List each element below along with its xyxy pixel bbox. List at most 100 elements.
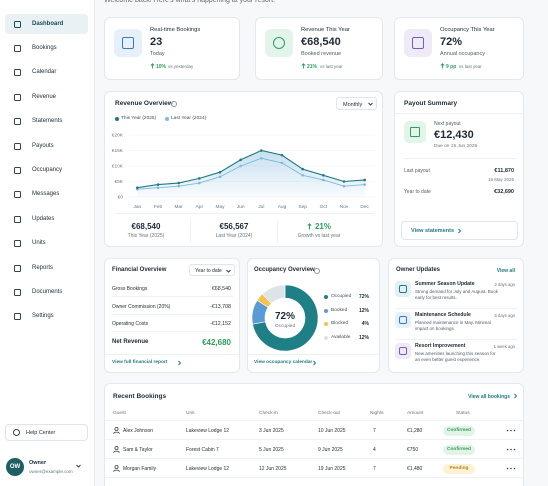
nav-item[interactable]: Calendar: [5, 63, 88, 83]
icon-head: [114, 445, 119, 451]
nav-item[interactable]: Payouts: [5, 136, 88, 156]
card-title: Owner Updates: [396, 267, 441, 273]
nav-item[interactable]: Settings: [5, 307, 88, 327]
chevron-shape: [226, 269, 231, 273]
nav-item[interactable]: Revenue: [5, 87, 88, 107]
nav-item[interactable]: Units: [5, 234, 88, 254]
report-link[interactable]: View full financial report: [112, 360, 168, 365]
update-title: Resort Improvement: [415, 343, 466, 349]
row-menu: [506, 429, 516, 431]
nav-item[interactable]: Documents: [5, 282, 88, 302]
icon-body: [113, 431, 120, 434]
divider: [105, 354, 239, 355]
nav-label: Updates: [32, 215, 55, 222]
table-cell: 9 Jun 2025: [318, 447, 343, 453]
nav-label: Dashboard: [32, 20, 64, 27]
card-title: Financial Overview: [112, 267, 167, 273]
table-cell: 5 Jun 2025: [259, 447, 284, 453]
payout-next-label: Next payout: [434, 121, 461, 127]
icon-body: [113, 469, 120, 472]
nav-item[interactable]: Updates: [5, 209, 88, 229]
legend-dot: [115, 117, 119, 121]
update-icon: [395, 281, 411, 297]
menu-dot: [506, 448, 509, 450]
y-tick-label: €5K: [114, 179, 123, 185]
divider: [396, 339, 517, 340]
kpi-title: Revenue This Year: [301, 27, 350, 33]
kpi-caption: Booked revenue: [301, 51, 342, 57]
calendar-link[interactable]: View occupancy calendar: [254, 360, 313, 365]
nav-icon: [14, 240, 21, 248]
divider: [115, 213, 374, 214]
legend-dot: [324, 308, 328, 313]
view-all-link[interactable]: View all: [496, 267, 515, 274]
payout-icon: [404, 121, 426, 143]
payout-icon-glyph: [410, 127, 420, 137]
update-time: 2 days ago: [494, 281, 516, 287]
chevron-icon: [76, 464, 81, 468]
nav-icon: [14, 44, 21, 52]
menu-dot: [506, 429, 509, 431]
help-button[interactable]: Help Center: [5, 424, 88, 441]
row-menu: [506, 448, 516, 450]
y-tick-label: €20K: [112, 133, 124, 139]
point: [239, 158, 242, 162]
point: [177, 181, 180, 185]
nav-label: Documents: [32, 288, 63, 295]
nav-label: Settings: [32, 313, 54, 320]
kpi-icon: [114, 29, 142, 57]
chevron-icon: [368, 102, 373, 106]
nav-item[interactable]: Messages: [5, 185, 88, 205]
table-cell: €750: [407, 447, 419, 453]
nav-icon: [14, 142, 21, 150]
financial-amount: -€12,152: [210, 321, 231, 327]
table-header: Nights: [370, 411, 384, 416]
point: [136, 186, 139, 189]
view-statements-button[interactable]: View statements: [401, 221, 518, 240]
nav-item[interactable]: Occupancy: [5, 160, 88, 180]
card-title: Payout Summary: [404, 100, 458, 107]
payout-next-amount: €12,430: [434, 129, 474, 141]
nav-icon: [14, 191, 21, 199]
update-icon: [395, 343, 411, 359]
nav-item[interactable]: Bookings: [5, 38, 88, 58]
chevron-icon: [458, 228, 462, 234]
info-icon: [171, 100, 177, 107]
welcome-text: Welcome back! Here's what's happening at…: [104, 0, 276, 4]
summary-label: Growth vs last year: [297, 233, 341, 239]
kpi-icon-glyph: [412, 37, 424, 49]
summary-column: €56,567 Last Year (2024): [194, 222, 274, 244]
nav-item[interactable]: Reports: [5, 258, 88, 278]
x-tick-label: May: [215, 204, 225, 210]
update-icon: [395, 312, 411, 328]
sidebar: Dashboard Bookings Calendar Revenue Statemen…: [0, 0, 95, 486]
net-amount: €42,680: [202, 337, 231, 347]
kpi-change: 21%: [307, 63, 318, 70]
legend-value: 4%: [361, 321, 369, 328]
divider: [105, 439, 523, 440]
nav-item[interactable]: Statements: [5, 112, 88, 132]
update-title: Maintenance Schedule: [415, 312, 471, 318]
revenue-card: Revenue Overview Monthly This Year (2025) L…: [104, 91, 383, 247]
menu-dot: [513, 467, 516, 469]
legend-value: 12%: [358, 307, 369, 314]
financial-label: Owner Commission (20%): [112, 303, 171, 310]
period-dropdown[interactable]: Year to date: [189, 264, 235, 276]
payout-ytd-label: Year to date: [404, 189, 431, 195]
guest-icon: [113, 445, 120, 453]
table-cell: 7: [373, 466, 376, 472]
menu-dot: [510, 429, 512, 431]
table-cell: Alex Johnson: [123, 428, 154, 434]
nav-label: Bookings: [32, 44, 57, 51]
view-all-bookings-link[interactable]: View all bookings: [468, 393, 510, 400]
period-dropdown[interactable]: Monthly: [336, 97, 377, 110]
x-tick-label: Jul: [258, 204, 264, 210]
divider: [112, 313, 233, 315]
nav-icon: [14, 166, 21, 174]
nav-item[interactable]: Dashboard: [5, 14, 88, 34]
financial-label: Gross Bookings: [112, 286, 148, 292]
payout-ytd-amount: €32,690: [494, 189, 514, 195]
financial-card: Financial Overview Year to date Gross Book…: [104, 258, 240, 373]
update-icon-glyph: [399, 316, 407, 324]
point: [342, 180, 346, 183]
